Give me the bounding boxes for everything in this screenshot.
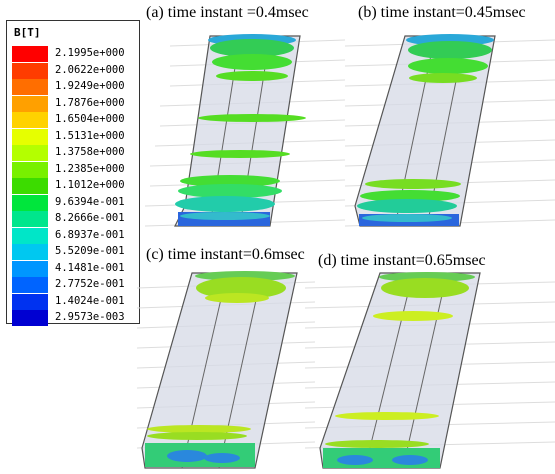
legend-item: 1.5131e+000 [12, 128, 136, 145]
legend-swatch [12, 178, 48, 194]
legend-label: 1.1012e+000 [55, 179, 125, 191]
flux-band [147, 425, 251, 433]
legend-label: 2.0622e+000 [55, 63, 125, 76]
legend-item: 2.1995e+000 [12, 46, 136, 62]
legend-swatch [12, 244, 48, 260]
flux-band [205, 293, 269, 303]
flux-band [180, 175, 280, 187]
legend-swatch [12, 260, 48, 277]
legend-swatch [12, 145, 48, 161]
flux-band [409, 73, 477, 83]
legend-label: 1.3758e+000 [55, 146, 125, 158]
flux-band [204, 453, 240, 463]
legend-label: 9.6394e-001 [55, 195, 125, 208]
legend-swatch [12, 95, 48, 112]
flux-band [392, 455, 428, 465]
legend-swatch [12, 211, 48, 227]
flux-band [210, 39, 294, 57]
flux-band [360, 190, 460, 202]
legend-item: 1.2385e+000 [12, 161, 136, 178]
legend-item: 1.9249e+000 [12, 79, 136, 95]
color-legend: B[T] 2.1995e+000 2.0622e+000 1.9249e+000 1.… [6, 20, 140, 326]
flux-band [365, 179, 461, 189]
legend-label: 1.5131e+000 [55, 129, 125, 142]
legend-swatch [12, 79, 48, 95]
flux-band [408, 41, 492, 59]
legend-item: 2.9573e-003 [12, 310, 136, 326]
flux-band [212, 54, 292, 70]
flux-band [198, 114, 306, 122]
legend-label: 1.7876e+000 [55, 96, 125, 109]
panel-c-title: (c) time instant=0.6msec [146, 246, 305, 263]
panel-a-plot [144, 34, 345, 227]
flux-band [175, 196, 275, 212]
legend-item: 4.1481e-001 [12, 260, 136, 277]
legend-label: 1.4024e-001 [55, 294, 125, 307]
legend-swatch [12, 194, 48, 211]
legend-swatch [12, 161, 48, 178]
legend-swatch [12, 128, 48, 145]
legend-item: 1.6504e+000 [12, 112, 136, 128]
panel-a-title: (a) time instant =0.4msec [146, 4, 309, 21]
flux-band [357, 199, 457, 213]
flux-band [408, 58, 488, 74]
legend-item: 6.8937e-001 [12, 227, 136, 244]
legend-item: 8.2666e-001 [12, 211, 136, 227]
flux-band [180, 212, 270, 220]
flux-band [178, 184, 282, 198]
panel-b-plot [345, 34, 555, 227]
legend-item: 1.3758e+000 [12, 145, 136, 161]
legend-label: 2.1995e+000 [55, 47, 125, 59]
flux-band [373, 311, 453, 321]
flux-band [381, 278, 469, 298]
legend-label: 1.6504e+000 [55, 113, 125, 125]
legend-label: 1.2385e+000 [55, 162, 125, 175]
legend-label: 1.9249e+000 [55, 80, 125, 92]
flux-band [216, 71, 288, 81]
legend-swatch [12, 46, 48, 62]
flux-band [362, 214, 452, 222]
legend-label: 2.7752e-001 [55, 278, 125, 290]
legend-item: 2.0622e+000 [12, 62, 136, 79]
legend-label: 6.8937e-001 [55, 228, 125, 241]
legend-label: 5.5209e-001 [55, 245, 125, 257]
flux-band [196, 277, 286, 299]
legend-item: 2.7752e-001 [12, 277, 136, 293]
legend-label: 4.1481e-001 [55, 261, 125, 274]
flux-band [167, 450, 207, 462]
legend-swatch [12, 310, 48, 326]
legend-item: 5.5209e-001 [12, 244, 136, 260]
panel-d-plot [305, 272, 555, 469]
legend-item: 1.7876e+000 [12, 95, 136, 112]
panel-d-title: (d) time instant=0.65msec [318, 252, 486, 269]
legend-item: 9.6394e-001 [12, 194, 136, 211]
legend-swatch [12, 293, 48, 310]
flux-band [335, 412, 439, 420]
flux-band [147, 432, 247, 440]
legend-item: 1.1012e+000 [12, 178, 136, 194]
flux-band [337, 455, 373, 465]
core-outline [319, 272, 481, 469]
legend-swatch [12, 227, 48, 244]
flux-band [190, 150, 290, 158]
flux-band [325, 440, 429, 448]
legend-swatch [12, 277, 48, 293]
legend-title: B[T] [14, 26, 41, 39]
legend-swatch [12, 62, 48, 79]
legend-label: 2.9573e-003 [55, 311, 125, 323]
legend-item: 1.4024e-001 [12, 293, 136, 310]
panel-c-plot [137, 271, 315, 469]
panel-b-title: (b) time instant=0.45msec [358, 4, 526, 21]
legend-label: 8.2666e-001 [55, 212, 125, 224]
legend-swatch [12, 112, 48, 128]
